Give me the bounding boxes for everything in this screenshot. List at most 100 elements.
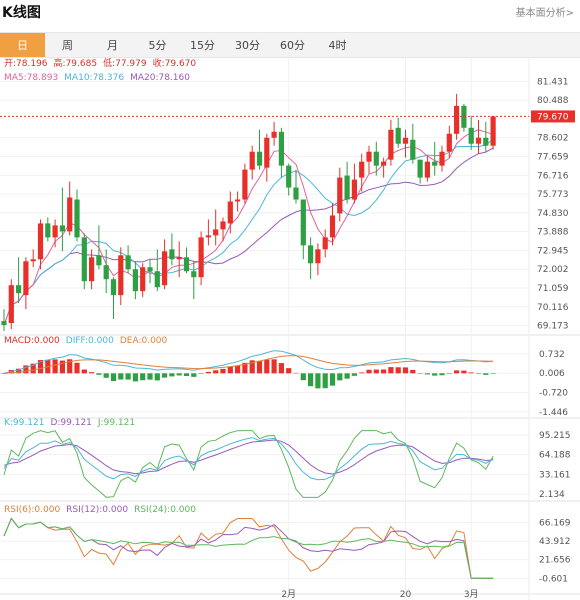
current-price-box bbox=[531, 110, 575, 123]
tab-2[interactable]: 月 bbox=[107, 39, 118, 52]
price-tick-8: 73.888 bbox=[537, 228, 569, 238]
candle-body-30 bbox=[220, 221, 226, 230]
macd-bar-17 bbox=[125, 373, 131, 380]
price-tick-6: 75.773 bbox=[537, 190, 569, 200]
candle-body-53 bbox=[388, 129, 394, 160]
candle-body-4 bbox=[30, 259, 36, 262]
kline-chart: 开:78.196 高:79.685 低:77.979 收:79.670 MA5:78.8… bbox=[0, 58, 580, 600]
candle-body-17 bbox=[125, 255, 131, 270]
macd-bar-9 bbox=[67, 359, 73, 374]
candle-body-57 bbox=[417, 159, 423, 178]
macd-bar-22 bbox=[162, 373, 168, 378]
candle-body-62 bbox=[454, 105, 460, 134]
macd-bar-5 bbox=[37, 360, 44, 374]
tab-7[interactable]: 4时 bbox=[328, 39, 347, 52]
macd-bar-34 bbox=[249, 360, 255, 374]
candle-body-61 bbox=[446, 133, 452, 152]
candle-body-23 bbox=[169, 249, 175, 260]
candle-body-12 bbox=[89, 257, 95, 282]
macd-bar-31 bbox=[227, 366, 233, 374]
macd-bar-66 bbox=[483, 373, 489, 375]
kdj-tick-1: 64.188 bbox=[539, 451, 571, 461]
ma-legend: MA5:78.893 MA10:78.376 MA20:78.160 bbox=[4, 73, 190, 83]
macd-bar-62 bbox=[454, 370, 460, 374]
candle-body-0 bbox=[1, 321, 7, 326]
price-tick-7: 74.830 bbox=[537, 209, 569, 219]
price-tick-4: 77.659 bbox=[537, 152, 569, 162]
rsi-tick-1: 43.912 bbox=[539, 537, 571, 547]
tab-5[interactable]: 30分 bbox=[235, 39, 260, 52]
macd-bar-45 bbox=[329, 373, 336, 386]
macd-tick-0: 0.732 bbox=[539, 350, 565, 360]
macd-bar-53 bbox=[388, 367, 394, 374]
macd-bar-57 bbox=[417, 373, 423, 374]
candle-body-35 bbox=[256, 151, 263, 166]
macd-bar-61 bbox=[446, 373, 452, 374]
macd-bar-64 bbox=[468, 372, 474, 374]
macd-bar-51 bbox=[373, 369, 379, 374]
kdj-k-line bbox=[3, 437, 494, 481]
tab-1[interactable]: 周 bbox=[62, 39, 73, 52]
candle-body-46 bbox=[337, 177, 343, 214]
candle-body-48 bbox=[351, 179, 357, 200]
candle-body-43 bbox=[315, 249, 321, 264]
macd-bar-15 bbox=[110, 373, 117, 382]
candle-body-28 bbox=[205, 235, 211, 238]
macd-bar-11 bbox=[81, 369, 87, 374]
candle-body-50 bbox=[366, 151, 372, 162]
macd-bar-20 bbox=[147, 373, 153, 380]
kdj-tick-3: 2.134 bbox=[539, 490, 565, 500]
macd-tick-2: -0.720 bbox=[539, 389, 568, 399]
rsi-legend: RSI(6):0.000 RSI(12):0.000 RSI(24):0.000 bbox=[4, 505, 196, 515]
macd-bar-0 bbox=[1, 373, 7, 374]
macd-bar-46 bbox=[337, 373, 343, 381]
price-tick-5: 76.716 bbox=[537, 171, 569, 181]
macd-bar-19 bbox=[140, 373, 146, 381]
tab-4[interactable]: 15分 bbox=[190, 39, 215, 52]
candle-body-65 bbox=[475, 137, 482, 144]
rsi-tick-0: 66.169 bbox=[539, 519, 571, 529]
candle-body-9 bbox=[67, 197, 73, 232]
candle-body-63 bbox=[461, 105, 467, 128]
fundamental-analysis-link[interactable]: 基本面分析> bbox=[515, 8, 574, 19]
tab-3[interactable]: 5分 bbox=[148, 39, 167, 52]
period-tabs: 日 周 月 5分 15分 30分 60分 4时 bbox=[0, 32, 580, 58]
candle-body-5 bbox=[37, 223, 44, 260]
macd-bar-38 bbox=[278, 363, 284, 374]
macd-bar-28 bbox=[205, 371, 211, 374]
macd-bar-67 bbox=[490, 373, 496, 374]
macd-bar-2 bbox=[16, 368, 22, 374]
macd-bar-56 bbox=[410, 369, 416, 374]
macd-bar-65 bbox=[475, 373, 482, 374]
ohlc-legend: 开:78.196 高:79.685 低:77.979 收:79.670 bbox=[4, 58, 196, 69]
macd-bar-60 bbox=[439, 373, 445, 376]
rsi-tick-2: 21.656 bbox=[539, 556, 571, 566]
price-tick-11: 71.059 bbox=[537, 284, 569, 294]
candle-body-60 bbox=[439, 151, 445, 166]
tab-0[interactable]: 日 bbox=[0, 33, 45, 57]
kdj-tick-0: 95.215 bbox=[539, 431, 571, 441]
macd-bar-25 bbox=[183, 373, 190, 377]
page-title: K线图 bbox=[2, 5, 41, 21]
macd-tick-3: -1.446 bbox=[539, 408, 568, 418]
macd-bar-13 bbox=[96, 373, 102, 375]
candle-body-37 bbox=[271, 131, 277, 138]
candle-body-64 bbox=[468, 127, 474, 144]
x-label-2: 3月 bbox=[464, 589, 479, 600]
candle-body-22 bbox=[162, 251, 168, 286]
macd-bar-4 bbox=[30, 363, 36, 374]
kdj-d-line bbox=[3, 439, 494, 475]
candle-body-49 bbox=[359, 161, 365, 178]
candle-body-55 bbox=[402, 137, 409, 144]
candle-body-59 bbox=[432, 161, 438, 166]
candle-body-67 bbox=[490, 116, 496, 146]
candle-body-13 bbox=[96, 255, 102, 266]
macd-bar-12 bbox=[89, 372, 95, 374]
candle-body-19 bbox=[140, 267, 146, 292]
kdj-legend: K:99.121 D:99.121 J:99.121 bbox=[4, 418, 135, 428]
tab-6[interactable]: 60分 bbox=[280, 39, 305, 52]
kdj-j-line bbox=[3, 430, 494, 498]
macd-bar-63 bbox=[461, 370, 467, 374]
candle-body-6 bbox=[45, 223, 51, 238]
price-tick-0: 81.431 bbox=[537, 77, 569, 87]
